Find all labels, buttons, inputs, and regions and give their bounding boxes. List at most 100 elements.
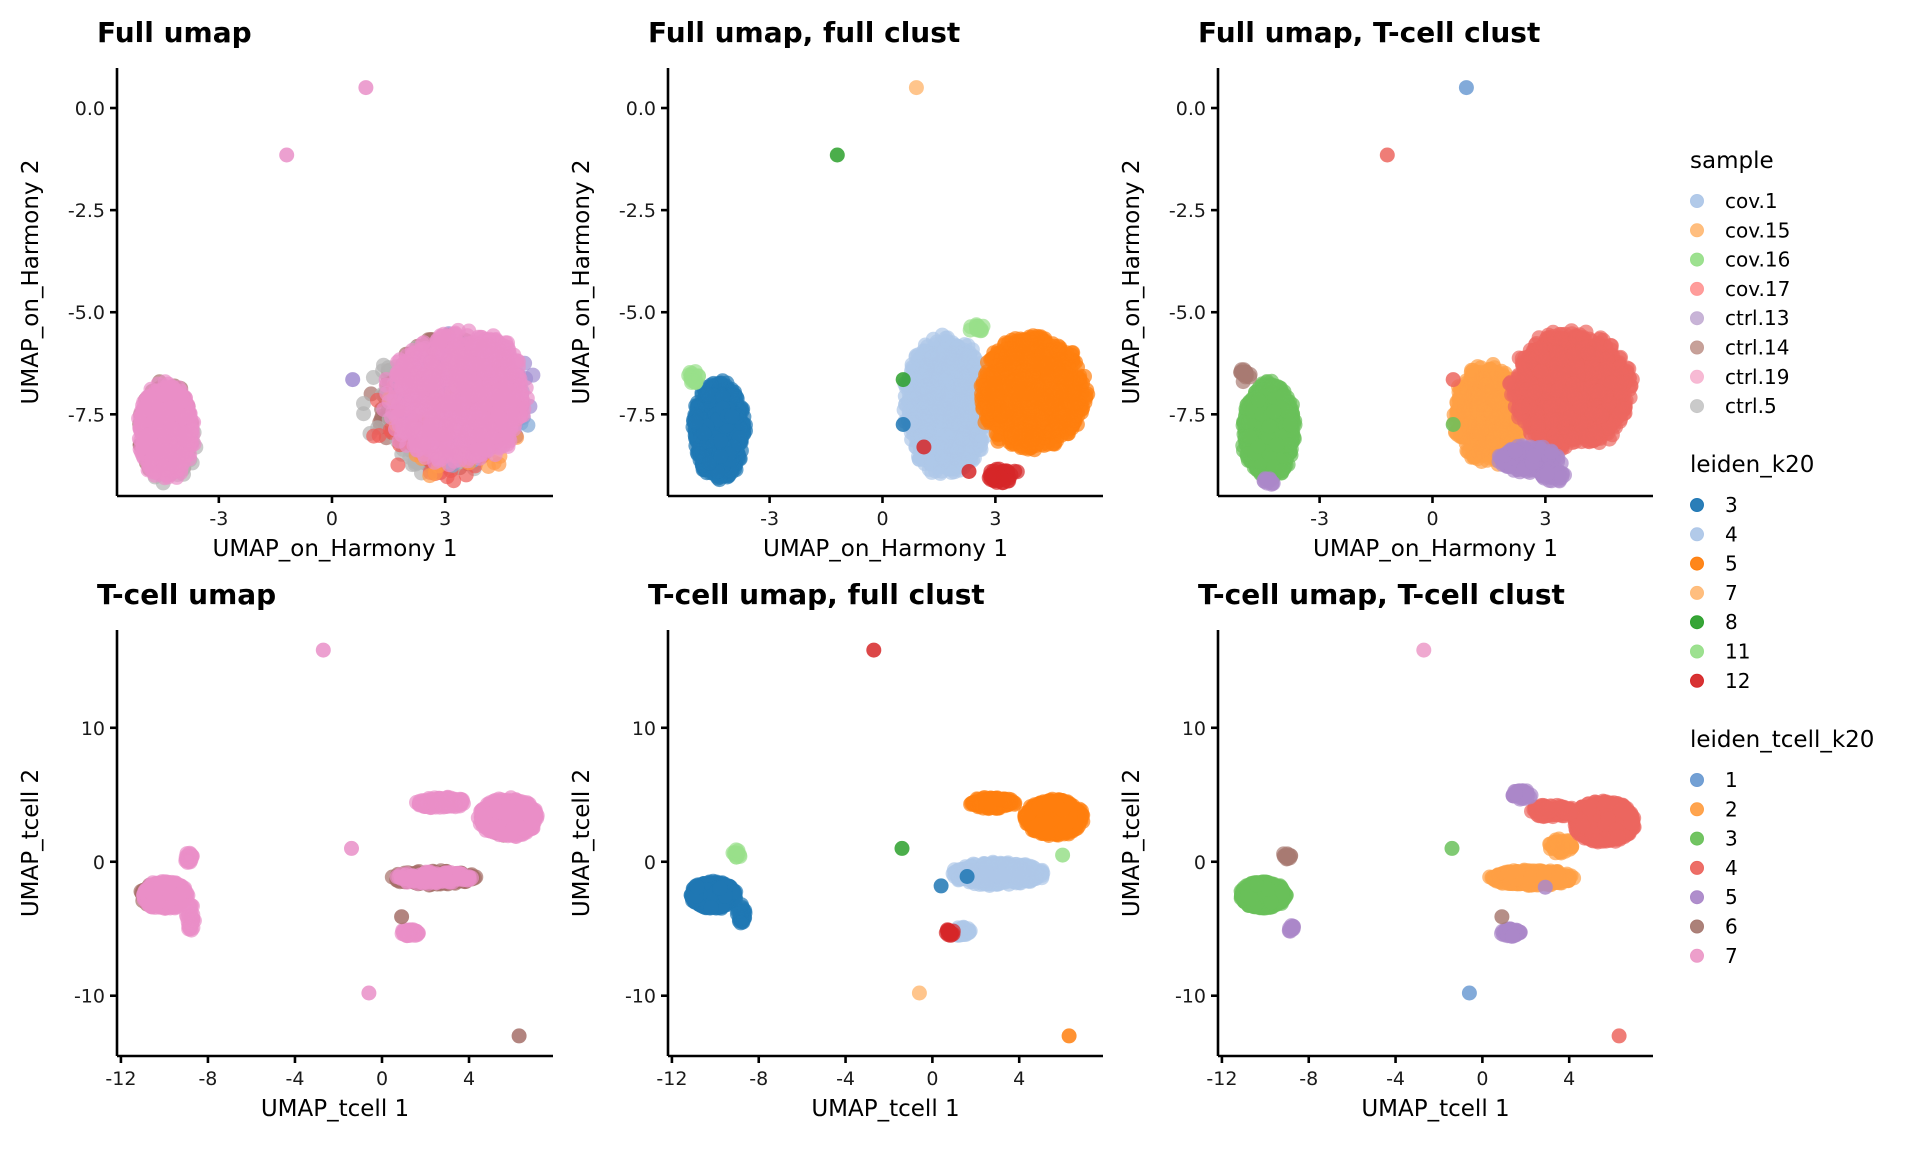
data-point — [954, 431, 970, 447]
data-point — [379, 385, 395, 401]
data-point — [131, 431, 147, 447]
data-point — [688, 414, 704, 430]
panel-title: Full umap, T-cell clust — [1198, 16, 1540, 49]
y-axis-title: UMAP_on_Harmony 2 — [18, 160, 44, 405]
data-point — [1017, 398, 1032, 414]
data-point — [988, 392, 1004, 408]
umap-panel: Full umap, T-cell clust-3 0 30.0-2.5-5.0-7… — [1119, 16, 1653, 562]
x-tick-label: 0 — [876, 508, 888, 530]
data-point — [993, 352, 1009, 368]
data-point — [472, 385, 488, 401]
panel-title: Full umap — [97, 16, 252, 49]
data-point — [940, 387, 956, 403]
data-point — [935, 449, 951, 465]
data-point — [389, 365, 405, 381]
umap-panel: Full umap, full clust-3 0 30.0-2.5-5.0-7.5… — [569, 16, 1103, 562]
data-point — [1000, 402, 1016, 418]
data-point — [407, 345, 422, 361]
data-point — [484, 429, 500, 445]
cluster-12 — [981, 461, 1025, 491]
data-point — [505, 410, 521, 426]
data-point — [422, 468, 438, 484]
data-point — [984, 470, 1000, 486]
data-point — [510, 353, 526, 369]
data-point — [969, 321, 984, 337]
data-point — [973, 441, 989, 457]
data-point — [469, 403, 485, 419]
data-point — [131, 410, 147, 426]
data-point — [471, 442, 487, 458]
data-point — [1002, 341, 1018, 356]
data-point — [1078, 388, 1094, 404]
data-point — [1044, 424, 1060, 439]
y-tick-label: -2.5 — [619, 200, 656, 222]
data-point — [946, 415, 962, 431]
cluster-3 — [685, 373, 753, 488]
x-axis-title: UMAP_on_Harmony 1 — [763, 536, 1008, 562]
x-tick-label: -3 — [209, 508, 228, 530]
data-point — [170, 450, 186, 466]
data-point — [505, 391, 521, 407]
data-point — [1065, 410, 1081, 426]
data-point — [1011, 424, 1027, 440]
y-tick-label: 0.0 — [626, 98, 656, 120]
data-point — [1018, 333, 1034, 349]
x-axis-title: UMAP_on_Harmony 1 — [213, 536, 458, 562]
data-point — [1064, 345, 1080, 361]
data-point — [467, 356, 483, 372]
data-point — [390, 457, 406, 473]
outlier-point — [908, 80, 924, 96]
x-tick-label: 3 — [989, 508, 1001, 530]
data-point — [944, 353, 960, 369]
y-tick-label: -7.5 — [68, 404, 105, 426]
data-point — [724, 409, 740, 425]
data-point — [912, 359, 928, 375]
y-tick-label: 0.0 — [75, 98, 105, 120]
data-point — [1001, 473, 1017, 489]
data-point — [934, 340, 950, 356]
data-point — [173, 394, 189, 409]
data-point — [1011, 383, 1027, 399]
data-point — [485, 328, 501, 344]
y-tick-label: -7.5 — [619, 404, 656, 426]
data-point — [184, 422, 200, 438]
data-point — [356, 406, 372, 422]
data-point — [154, 424, 169, 440]
y-axis-title: UMAP_on_Harmony 2 — [569, 160, 595, 405]
data-point — [500, 439, 516, 454]
data-point — [423, 418, 439, 433]
data-point — [162, 381, 178, 397]
data-point — [1026, 415, 1041, 431]
outlier-point — [895, 417, 911, 432]
data-point — [435, 329, 451, 345]
data-point — [690, 368, 706, 384]
data-point — [438, 448, 454, 464]
y-tick-label: -2.5 — [68, 200, 105, 222]
data-point — [144, 451, 160, 467]
data-point — [151, 401, 167, 417]
outlier-point — [961, 464, 977, 479]
y-tick-label: -5.0 — [619, 302, 656, 324]
data-point — [391, 418, 407, 434]
data-point — [1053, 366, 1069, 382]
data-point — [1052, 383, 1068, 399]
x-tick-label: 3 — [439, 508, 451, 530]
cluster-11 — [681, 364, 706, 390]
data-point — [425, 434, 441, 450]
data-point — [402, 378, 418, 394]
outlier-point — [829, 147, 845, 163]
data-point — [990, 433, 1006, 449]
y-tick-label: -5.0 — [68, 302, 105, 324]
outlier-point — [345, 372, 361, 388]
x-tick-label: 0 — [326, 508, 338, 530]
data-point — [432, 345, 448, 361]
data-point — [960, 446, 976, 462]
data-point — [525, 367, 541, 383]
data-point — [450, 334, 466, 350]
outlier-point — [358, 80, 374, 96]
data-point — [485, 342, 501, 357]
data-point — [977, 415, 993, 430]
data-point — [1062, 397, 1078, 413]
outlier-point — [279, 147, 295, 163]
